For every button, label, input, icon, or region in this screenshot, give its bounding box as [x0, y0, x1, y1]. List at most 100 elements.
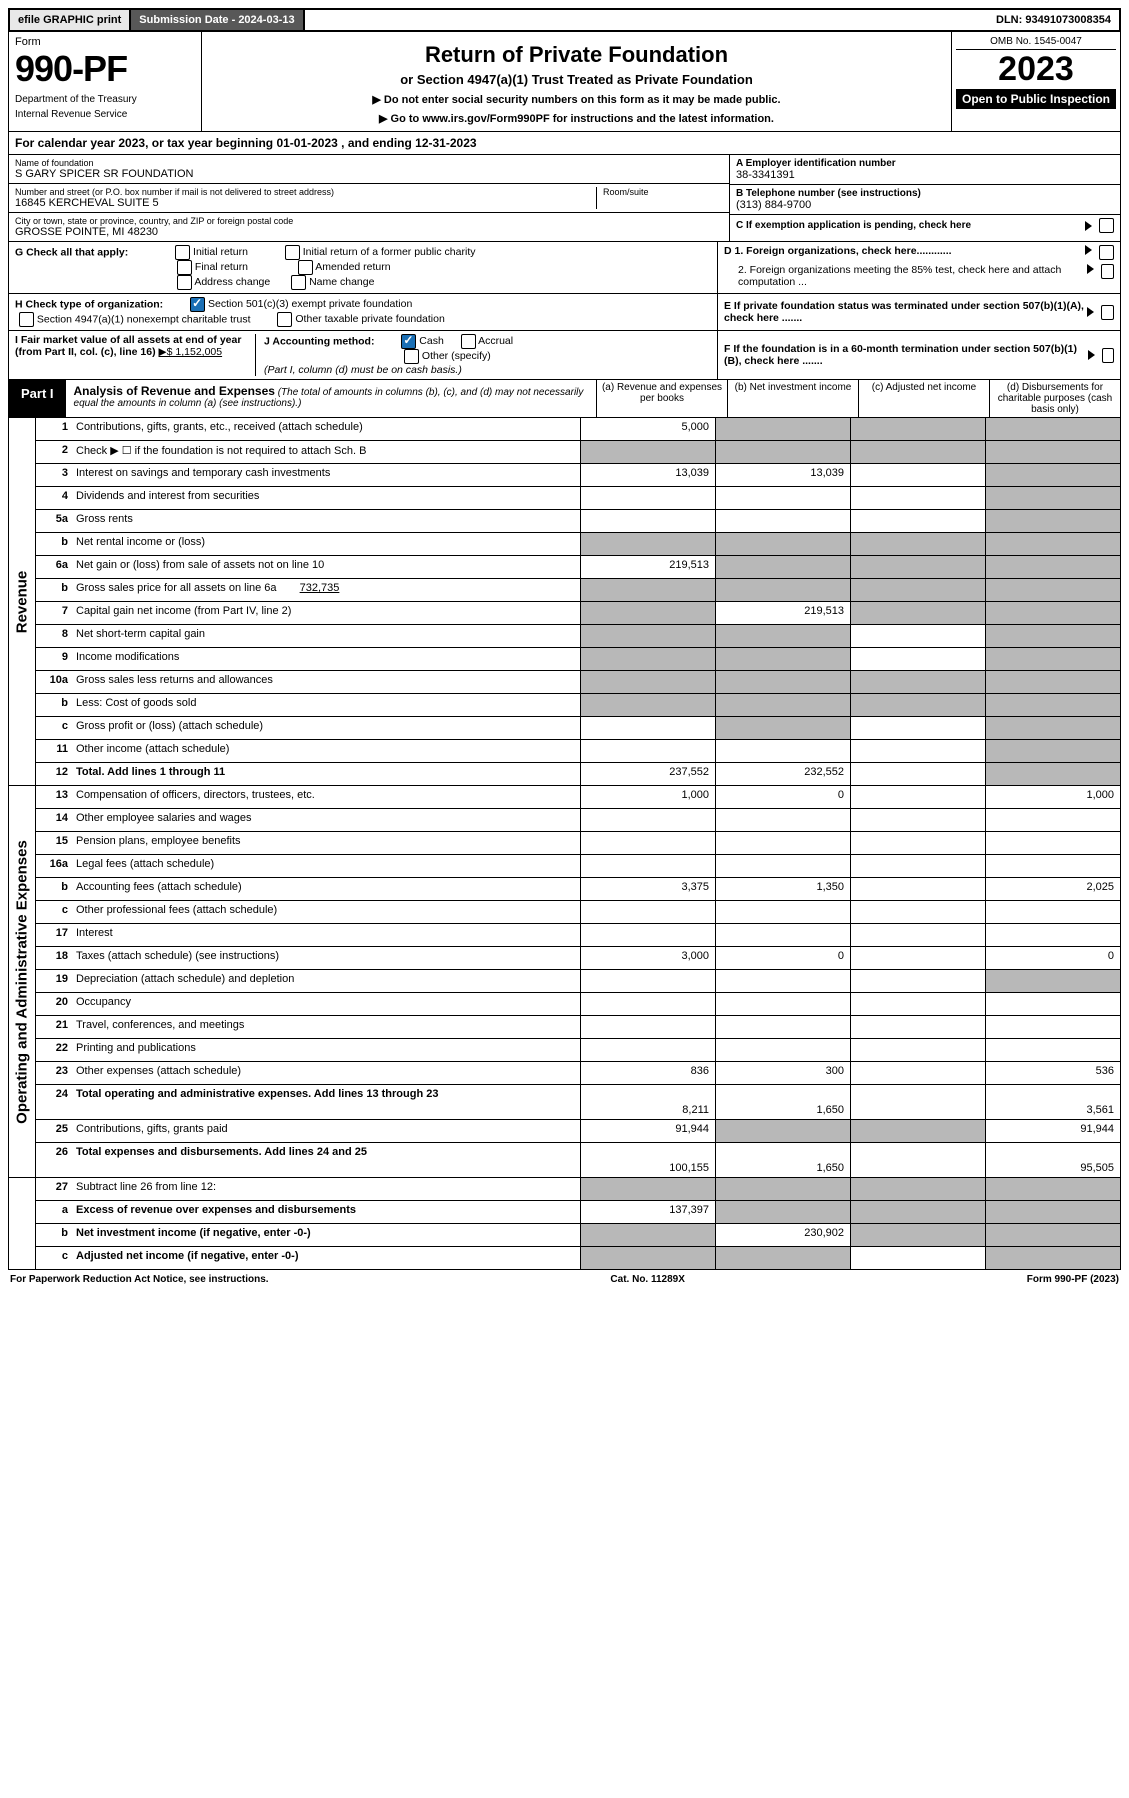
h-501c3-cb[interactable] [190, 297, 205, 312]
line-27a: aExcess of revenue over expenses and dis… [36, 1201, 1120, 1224]
i-value: ▶$ 1,152,005 [159, 346, 223, 358]
line-3: 3Interest on savings and temporary cash … [36, 464, 1120, 487]
d2-checkbox[interactable] [1101, 264, 1114, 279]
col-d-header: (d) Disbursements for charitable purpose… [989, 380, 1120, 417]
h-other-taxable: Other taxable private foundation [295, 313, 444, 325]
e-label: E If private foundation status was termi… [724, 300, 1087, 324]
part1-header: Part I Analysis of Revenue and Expenses … [8, 380, 1121, 418]
h-501c3: Section 501(c)(3) exempt private foundat… [208, 298, 412, 310]
line27-block: 27Subtract line 26 from line 12: aExcess… [8, 1178, 1121, 1270]
line-10a: 10aGross sales less returns and allowanc… [36, 671, 1120, 694]
j-accrual: Accrual [478, 335, 513, 347]
paperwork-notice: For Paperwork Reduction Act Notice, see … [10, 1274, 269, 1285]
line-5a: 5aGross rents [36, 510, 1120, 533]
f-checkbox[interactable] [1102, 348, 1114, 363]
line-4: 4Dividends and interest from securities [36, 487, 1120, 510]
page-footer: For Paperwork Reduction Act Notice, see … [8, 1270, 1121, 1289]
g-former-charity: Initial return of a former public charit… [303, 246, 476, 258]
line-11: 11Other income (attach schedule) [36, 740, 1120, 763]
address-label: Number and street (or P.O. box number if… [15, 187, 596, 197]
line-18: 18Taxes (attach schedule) (see instructi… [36, 947, 1120, 970]
line-27: 27Subtract line 26 from line 12: [36, 1178, 1120, 1201]
line-9: 9Income modifications [36, 648, 1120, 671]
g-initial-return-cb[interactable] [175, 245, 190, 260]
g-d-row: G Check all that apply: Initial return I… [8, 242, 1121, 294]
form-subtitle: or Section 4947(a)(1) Trust Treated as P… [212, 72, 941, 87]
line-13: 13Compensation of officers, directors, t… [36, 786, 1120, 809]
g-name-change: Name change [309, 276, 374, 288]
col-a-header: (a) Revenue and expenses per books [596, 380, 727, 417]
d1-checkbox[interactable] [1099, 245, 1114, 260]
i-j-f-row: I Fair market value of all assets at end… [8, 331, 1121, 380]
dept-treasury: Department of the Treasury [15, 94, 195, 105]
line-12: 12Total. Add lines 1 through 11237,55223… [36, 763, 1120, 785]
tax-year: 2023 [956, 50, 1116, 89]
part1-title: Analysis of Revenue and Expenses [74, 384, 275, 398]
line-16b: bAccounting fees (attach schedule)3,3751… [36, 878, 1120, 901]
submission-date: Submission Date - 2024-03-13 [131, 10, 304, 30]
g-former-charity-cb[interactable] [285, 245, 300, 260]
form-title: Return of Private Foundation [212, 42, 941, 68]
line-10b: bLess: Cost of goods sold [36, 694, 1120, 717]
open-public: Open to Public Inspection [956, 89, 1116, 109]
line-25: 25Contributions, gifts, grants paid91,94… [36, 1120, 1120, 1143]
line-20: 20Occupancy [36, 993, 1120, 1016]
ein-label: A Employer identification number [736, 158, 1114, 169]
line-8: 8Net short-term capital gain [36, 625, 1120, 648]
line-1: 1Contributions, gifts, grants, etc., rec… [36, 418, 1120, 441]
line-17: 17Interest [36, 924, 1120, 947]
col-c-header: (c) Adjusted net income [858, 380, 989, 417]
j-label: J Accounting method: [264, 335, 374, 347]
line-15: 15Pension plans, employee benefits [36, 832, 1120, 855]
g-amended-cb[interactable] [298, 260, 313, 275]
form-header: Form 990-PF Department of the Treasury I… [8, 32, 1121, 132]
j-other-cb[interactable] [404, 349, 419, 364]
h-4947-cb[interactable] [19, 312, 34, 327]
expenses-table: Operating and Administrative Expenses 13… [8, 786, 1121, 1178]
j-other: Other (specify) [422, 350, 491, 362]
j-cash-cb[interactable] [401, 334, 416, 349]
form-number: 990-PF [15, 48, 195, 90]
line-2: 2Check ▶ ☐ if the foundation is not requ… [36, 441, 1120, 464]
h-4947: Section 4947(a)(1) nonexempt charitable … [37, 313, 251, 325]
j-cash: Cash [419, 335, 444, 347]
g-label: G Check all that apply: [15, 246, 128, 258]
d2-label: 2. Foreign organizations meeting the 85%… [738, 264, 1087, 288]
form-label: Form [15, 36, 195, 48]
col-b-header: (b) Net investment income [727, 380, 858, 417]
line-27c: cAdjusted net income (if negative, enter… [36, 1247, 1120, 1269]
g-final-return-cb[interactable] [177, 260, 192, 275]
telephone-label: B Telephone number (see instructions) [736, 188, 1114, 199]
g-address-change: Address change [194, 276, 270, 288]
cat-no: Cat. No. 11289X [610, 1274, 684, 1285]
line-16a: 16aLegal fees (attach schedule) [36, 855, 1120, 878]
dln: DLN: 93491073008354 [988, 10, 1119, 30]
revenue-side-label: Revenue [14, 570, 31, 633]
expenses-side-label: Operating and Administrative Expenses [14, 840, 31, 1124]
line-19: 19Depreciation (attach schedule) and dep… [36, 970, 1120, 993]
ein-value: 38-3341391 [736, 169, 1114, 181]
h-other-taxable-cb[interactable] [277, 312, 292, 327]
name-label: Name of foundation [15, 158, 723, 168]
efile-print-button[interactable]: efile GRAPHIC print [10, 10, 131, 30]
foundation-name: S GARY SPICER SR FOUNDATION [15, 168, 723, 180]
line-23: 23Other expenses (attach schedule)836300… [36, 1062, 1120, 1085]
g-address-change-cb[interactable] [177, 275, 192, 290]
telephone-value: (313) 884-9700 [736, 199, 1114, 211]
g-initial-return: Initial return [193, 246, 248, 258]
line-22: 22Printing and publications [36, 1039, 1120, 1062]
line-21: 21Travel, conferences, and meetings [36, 1016, 1120, 1039]
room-label: Room/suite [603, 187, 723, 197]
goto-link[interactable]: ▶ Go to www.irs.gov/Form990PF for instru… [212, 112, 941, 125]
c-checkbox[interactable] [1099, 218, 1114, 233]
identity-block: Name of foundation S GARY SPICER SR FOUN… [8, 155, 1121, 242]
j-accrual-cb[interactable] [461, 334, 476, 349]
h-e-row: H Check type of organization: Section 50… [8, 294, 1121, 331]
line-26: 26Total expenses and disbursements. Add … [36, 1143, 1120, 1177]
line-16c: cOther professional fees (attach schedul… [36, 901, 1120, 924]
e-checkbox[interactable] [1101, 305, 1114, 320]
omb-number: OMB No. 1545-0047 [956, 34, 1116, 50]
g-amended: Amended return [315, 261, 390, 273]
line-27b: bNet investment income (if negative, ent… [36, 1224, 1120, 1247]
g-name-change-cb[interactable] [291, 275, 306, 290]
